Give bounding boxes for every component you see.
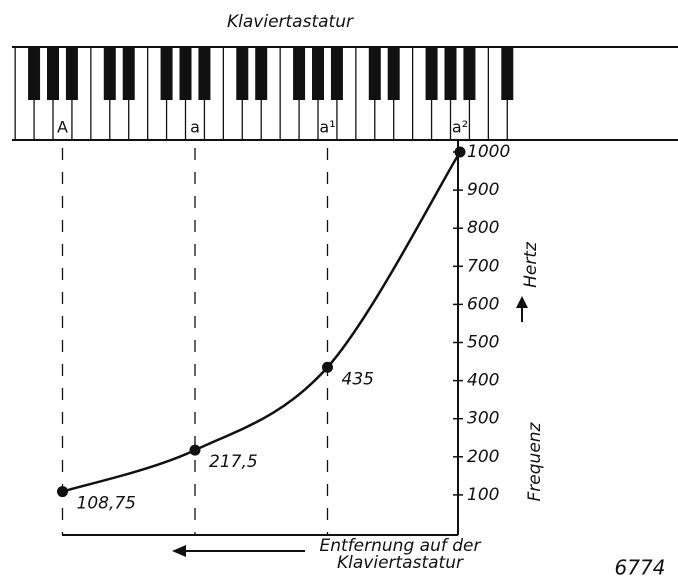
y-tick-label: 700 [467,256,499,276]
key-label: a [190,118,200,137]
data-point [322,361,333,373]
data-point [57,486,68,498]
y-tick-label: 200 [467,447,499,467]
key-label: A [57,118,68,137]
y-arrow-head [516,296,528,308]
y-axis-label: Frequenz [525,421,545,501]
piano-keyboard [12,46,678,141]
data-label: 435 [342,369,374,389]
y-tick-label: 800 [467,218,499,238]
y-tick-label: 100 [467,485,499,505]
data-label: 108,75 [77,494,136,514]
curve [62,151,462,493]
data-label: 217,5 [209,452,258,472]
figure-number: 6774 [615,556,666,580]
data-point [189,444,201,456]
y-tick-label: 600 [467,294,499,314]
y-tick-label: 300 [467,409,499,429]
chart-title: Klaviertastatur [227,12,354,32]
x-axis-label: Entfernung auf der Klaviertastatur [319,538,481,573]
y-tick-label: 900 [467,180,499,200]
key-label: a² [452,118,468,137]
x-arrow-head [172,545,186,557]
key-label: a¹ [319,118,335,137]
data-point [454,146,466,158]
y-tick-label: 400 [467,371,499,391]
y-tick-label: 1000 [467,142,510,162]
x-axis-label-box: Entfernung auf der Klaviertastatur [319,538,481,573]
y-axis-unit: Hertz [521,241,541,288]
y-tick-label: 500 [467,333,499,353]
